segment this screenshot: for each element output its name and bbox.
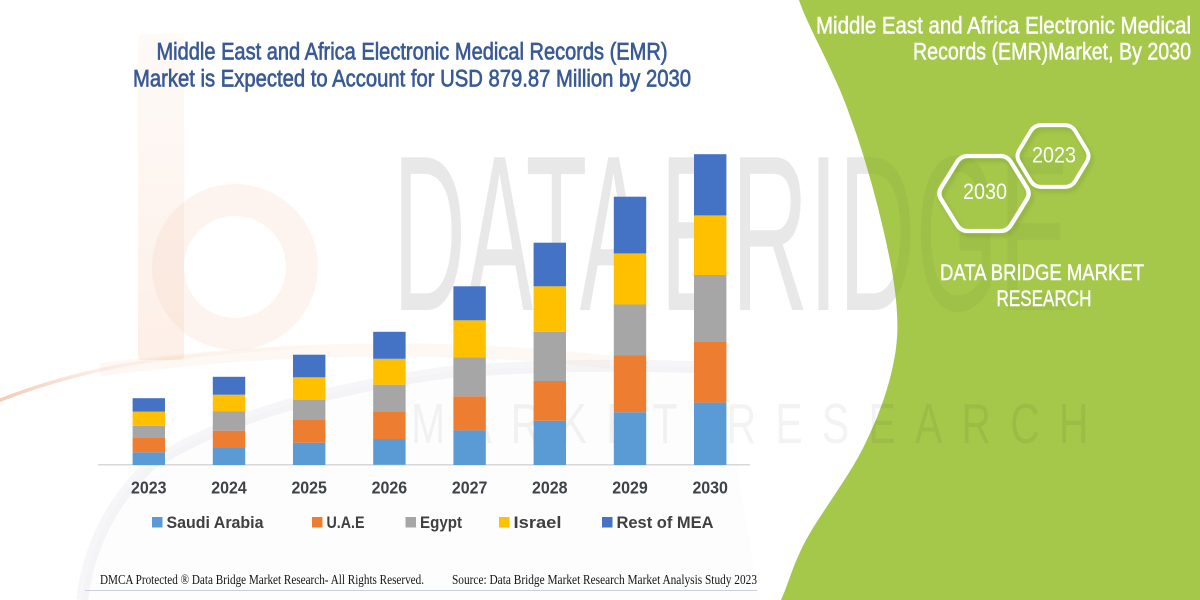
svg-text:Middle East and Africa Electro: Middle East and Africa Electronic Medica…: [157, 39, 668, 66]
svg-text:Egypt: Egypt: [420, 513, 462, 532]
svg-text:2026: 2026: [372, 478, 408, 498]
svg-text:Middle East and Africa Electro: Middle East and Africa Electronic Medica…: [816, 12, 1191, 39]
svg-text:Saudi Arabia: Saudi Arabia: [167, 513, 265, 532]
svg-text:Source: Data Bridge Market Res: Source: Data Bridge Market Research Mark…: [452, 572, 757, 587]
svg-text:U.A.E: U.A.E: [327, 513, 365, 532]
svg-text:Records (EMR)Market, By 2030: Records (EMR)Market, By 2030: [913, 39, 1191, 66]
svg-text:DATA: DATA: [393, 110, 647, 358]
svg-text:2023: 2023: [1032, 143, 1076, 168]
svg-text:2023: 2023: [131, 478, 167, 498]
svg-text:DATA BRIDGE MARKET: DATA BRIDGE MARKET: [940, 260, 1144, 285]
svg-text:Israel: Israel: [514, 513, 562, 532]
svg-text:2030: 2030: [692, 478, 728, 498]
svg-text:2027: 2027: [452, 478, 488, 498]
svg-text:Rest of MEA: Rest of MEA: [617, 513, 714, 532]
svg-text:2025: 2025: [291, 478, 327, 498]
svg-text:RESEARCH: RESEARCH: [997, 286, 1092, 311]
svg-text:2029: 2029: [612, 478, 648, 498]
svg-text:2028: 2028: [532, 478, 568, 498]
svg-text:2024: 2024: [211, 478, 247, 498]
svg-text:Market is Expected to Account: Market is Expected to Account for USD 87…: [133, 66, 691, 93]
svg-text:2030: 2030: [963, 179, 1007, 204]
svg-text:DMCA Protected ® Data Bridge M: DMCA Protected ® Data Bridge Market Rese…: [100, 572, 424, 587]
